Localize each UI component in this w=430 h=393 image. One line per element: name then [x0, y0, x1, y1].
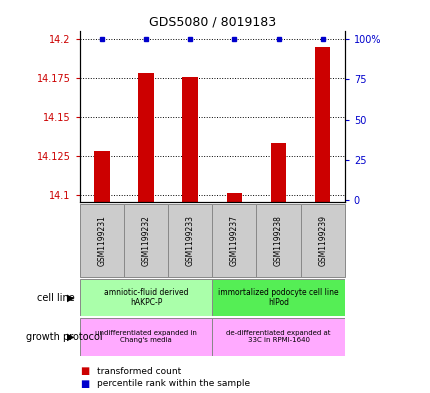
Bar	[182, 77, 197, 202]
Text: de-differentiated expanded at
33C in RPMI-1640: de-differentiated expanded at 33C in RPM…	[226, 331, 330, 343]
Text: GSM1199238: GSM1199238	[273, 215, 283, 266]
Bar	[256, 204, 300, 277]
Text: transformed count: transformed count	[97, 367, 181, 376]
Bar	[226, 193, 242, 202]
Text: percentile rank within the sample: percentile rank within the sample	[97, 380, 249, 388]
Text: ▶: ▶	[67, 293, 75, 303]
Title: GDS5080 / 8019183: GDS5080 / 8019183	[148, 16, 275, 29]
Bar	[212, 204, 256, 277]
Text: GSM1199231: GSM1199231	[97, 215, 106, 266]
Text: growth protocol: growth protocol	[26, 332, 102, 342]
Text: GSM1199237: GSM1199237	[229, 215, 238, 266]
Bar	[270, 143, 286, 202]
Bar	[80, 279, 212, 316]
Bar	[80, 204, 124, 277]
Text: ■: ■	[80, 379, 89, 389]
Text: ■: ■	[80, 366, 89, 376]
Text: GSM1199239: GSM1199239	[317, 215, 326, 266]
Bar	[300, 204, 344, 277]
Text: ▶: ▶	[67, 332, 75, 342]
Bar	[314, 47, 330, 202]
Text: cell line: cell line	[37, 293, 74, 303]
Bar	[212, 318, 344, 356]
Bar	[124, 204, 168, 277]
Bar	[212, 279, 344, 316]
Text: GSM1199233: GSM1199233	[185, 215, 194, 266]
Bar	[138, 73, 154, 202]
Text: undifferentiated expanded in
Chang's media: undifferentiated expanded in Chang's med…	[95, 331, 197, 343]
Text: amniotic-fluid derived
hAKPC-P: amniotic-fluid derived hAKPC-P	[104, 288, 188, 307]
Bar	[168, 204, 212, 277]
Text: immortalized podocyte cell line
hIPod: immortalized podocyte cell line hIPod	[218, 288, 338, 307]
Bar	[94, 151, 109, 202]
Bar	[80, 318, 212, 356]
Text: GSM1199232: GSM1199232	[141, 215, 150, 266]
